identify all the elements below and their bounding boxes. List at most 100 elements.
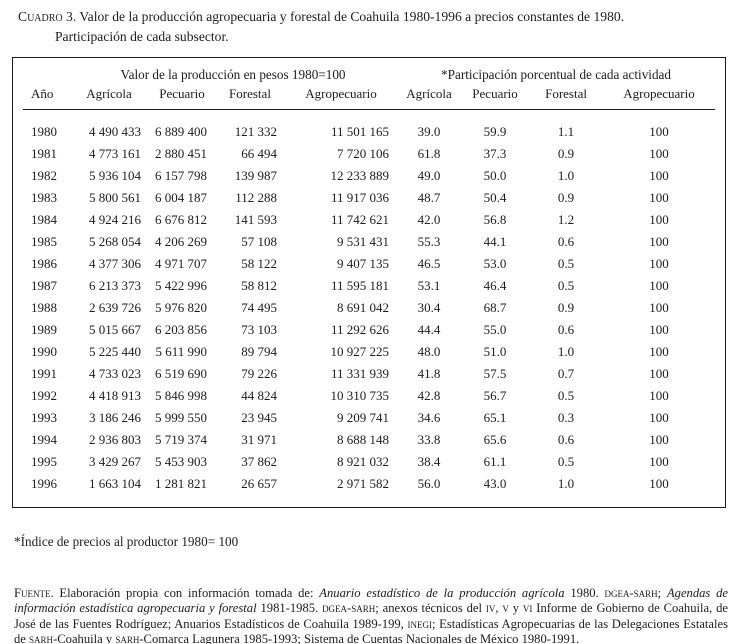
table-row: 1984 4 924 216 6 676 812 141 593 11 742 621 4…: [23, 209, 715, 231]
table-cell: 2 880 451: [155, 146, 207, 161]
table-cell: 4 971 707: [155, 256, 207, 271]
table-cell: 57 108: [241, 234, 277, 249]
table-cell: 1.1: [557, 124, 575, 139]
table-cell: 11 292 626: [331, 322, 390, 337]
cell-year: 1983: [31, 190, 57, 205]
table-cell: 6 157 798: [155, 168, 207, 183]
text-segment: ;: [657, 586, 667, 600]
table-cell: 38.4: [417, 454, 441, 469]
text-segment: vi: [522, 601, 533, 616]
table-cell: 9 209 741: [337, 410, 390, 425]
text-segment: Valor de la producción agropecuaria y fo…: [76, 9, 625, 24]
table-cell: 5 453 903: [155, 454, 207, 469]
table-cell: 50.4: [483, 190, 507, 205]
cell-year: 1987: [31, 278, 57, 293]
table-row: 1996 1 663 104 1 281 821 26 657 2 971 582 56.…: [23, 473, 715, 495]
table-row: 1995 3 429 267 5 453 903 37 862 8 921 032 38.…: [23, 451, 715, 473]
table-cell: 100: [649, 234, 669, 249]
table-cell: 73 103: [241, 322, 277, 337]
table-cell: 74 495: [241, 300, 277, 315]
table-cell: 100: [649, 344, 669, 359]
table-cell: 11 595 181: [331, 278, 390, 293]
table-cell: 3 186 246: [89, 410, 141, 425]
column-header-year: Año: [31, 86, 54, 101]
table-cell: 100: [649, 212, 669, 227]
table-cell: 4 490 433: [89, 124, 141, 139]
table-cell: 65.1: [483, 410, 507, 425]
column-header-forestal-pct: Forestal: [545, 86, 587, 101]
source-note: Fuente. Elaboración propia con informaci…: [14, 586, 728, 644]
table-cell: 58 812: [241, 278, 277, 293]
table-cell: 11 742 621: [331, 212, 390, 227]
table-cell: 1 281 821: [155, 476, 207, 491]
group-header-row: Valor de la producción en pesos 1980=100…: [23, 58, 715, 84]
table-cell: 1.0: [557, 344, 575, 359]
table-cell: 23 945: [241, 410, 277, 425]
table-cell: 5 268 054: [89, 234, 141, 249]
table-cell: 51.0: [483, 344, 507, 359]
text-segment: v: [502, 601, 509, 616]
table-cell: 89 794: [241, 344, 277, 359]
table-cell: 0.5: [557, 278, 575, 293]
column-header-agricola: Agrícola: [86, 86, 132, 101]
cell-year: 1996: [31, 476, 57, 491]
table-cell: 6 004 187: [155, 190, 207, 205]
table-cell: 31 971: [241, 432, 277, 447]
cell-year: 1994: [31, 432, 57, 447]
table-row: 1991 4 733 023 6 519 690 79 226 11 331 939 41…: [23, 363, 715, 385]
table-cell: 68.7: [483, 300, 507, 315]
table-cell: 9 531 431: [337, 234, 390, 249]
table-cell: 57.5: [483, 366, 507, 381]
table-cell: 100: [649, 410, 669, 425]
production-table: Valor de la producción en pesos 1980=100…: [23, 58, 715, 495]
table-row: 1989 5 015 667 6 203 856 73 103 11 292 626 44…: [23, 319, 715, 341]
table-cell: 48.7: [417, 190, 441, 205]
table-cell: 11 331 939: [331, 366, 390, 381]
table-cell: 0.5: [557, 388, 575, 403]
table-cell: 48.0: [417, 344, 441, 359]
table-cell: 1 663 104: [89, 476, 141, 491]
table-cell: 5 800 561: [89, 190, 141, 205]
group-header-percent: *Participación porcentual de cada activi…: [441, 67, 671, 82]
table-cell: 12 233 889: [330, 168, 390, 183]
table-row: 1990 5 225 440 5 611 990 89 794 10 927 225 48…: [23, 341, 715, 363]
table-cell: 100: [649, 454, 669, 469]
table-cell: 34.6: [417, 410, 441, 425]
group-header-values: Valor de la producción en pesos 1980=100: [120, 67, 346, 82]
table-title: Cuadro 3. Valor de la producción agropec…: [18, 7, 724, 46]
table-cell: 11 917 036: [331, 190, 390, 205]
text-segment: -Coahuila y: [53, 632, 116, 644]
table-cell: 59.9: [483, 124, 507, 139]
table-header: Valor de la producción en pesos 1980=100…: [23, 58, 715, 110]
text-segment: Anuario estadístico de la producción agr…: [319, 586, 565, 600]
table-cell: 100: [649, 146, 669, 161]
table-cell: 46.4: [483, 278, 507, 293]
cell-year: 1993: [31, 410, 57, 425]
table-cell: 5 976 820: [155, 300, 207, 315]
table-row: 1987 6 213 373 5 422 996 58 812 11 595 181 53…: [23, 275, 715, 297]
text-segment: sarh: [115, 632, 140, 644]
table-cell: 61.8: [417, 146, 441, 161]
table-cell: 10 310 735: [330, 388, 390, 403]
table-body: 1980 4 490 433 6 889 400 121 332 11 501 165 3…: [23, 110, 715, 496]
table-cell: 49.0: [417, 168, 441, 183]
text-segment: Fuente.: [14, 586, 54, 600]
table-cell: 100: [649, 124, 669, 139]
table-cell: 100: [649, 432, 669, 447]
table-cell: 4 206 269: [155, 234, 207, 249]
text-segment: sarh: [29, 632, 54, 644]
table-cell: 53.0: [483, 256, 507, 271]
table-cell: 5 719 374: [155, 432, 207, 447]
text-segment: Elaboración propia con información tomad…: [53, 586, 320, 600]
table-cell: 79 226: [241, 366, 277, 381]
table-row: 1986 4 377 306 4 971 707 58 122 9 407 135 46.…: [23, 253, 715, 275]
table-row: 1994 2 936 803 5 719 374 31 971 8 688 148 33.…: [23, 429, 715, 451]
table-cell: 55.3: [417, 234, 441, 249]
table-cell: 56.7: [483, 388, 507, 403]
column-header-agropecuario-pct: Agropecuario: [623, 86, 695, 101]
cell-year: 1989: [31, 322, 57, 337]
table-cell: 65.6: [483, 432, 507, 447]
price-index-footnote: *Índice de precios al productor 1980= 10…: [14, 534, 239, 549]
table-cell: 56.0: [417, 476, 441, 491]
table-cell: 6 889 400: [155, 124, 207, 139]
